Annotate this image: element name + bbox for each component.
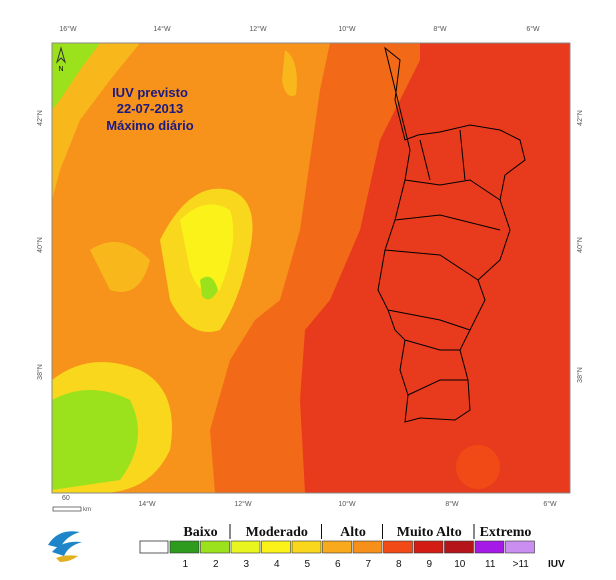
legend-group-label: Muito Alto xyxy=(397,525,462,540)
left-axis-label: 42°N xyxy=(36,110,44,126)
legend-swatch xyxy=(505,540,535,554)
legend-swatch xyxy=(444,540,474,554)
legend-group-label: Alto xyxy=(340,525,366,540)
top-axis-label: 10°W xyxy=(338,25,356,33)
top-axis-label: 14°W xyxy=(153,25,171,33)
legend-swatch xyxy=(230,540,261,554)
legend-swatch xyxy=(200,540,230,554)
top-axis-label: 12°W xyxy=(249,25,267,33)
bottom-axis-label: 6°W xyxy=(543,500,557,508)
left-axis-label: 40°N xyxy=(36,237,44,253)
bottom-axis-label: 14°W xyxy=(138,500,156,508)
legend-swatch xyxy=(291,540,322,554)
legend-class-label: 9 xyxy=(426,559,432,570)
map-frame xyxy=(51,42,571,494)
legend: 1 2 3 4 5 6 7 8 9 10 11 >11 Baixo Moderado Alto Muito A… xyxy=(169,524,565,570)
legend-group-label: Baixo xyxy=(183,525,217,540)
legend-class-label: >11 xyxy=(513,559,530,570)
right-axis-label: 42°N xyxy=(576,110,584,126)
legend-class-label: 10 xyxy=(454,559,466,570)
legend-class-label: 6 xyxy=(335,559,341,570)
scale-unit: km xyxy=(83,507,91,513)
top-axis-label: 16°W xyxy=(59,25,77,33)
legend-swatch xyxy=(169,540,200,554)
title-line: 22-07-2013 xyxy=(117,101,184,116)
legend-class-label: 3 xyxy=(243,559,249,570)
portugal-districts xyxy=(377,46,526,423)
legend-class-label: 2 xyxy=(213,559,219,570)
title-line: Máximo diário xyxy=(106,118,193,133)
legend-swatch xyxy=(474,540,505,554)
north-label: N xyxy=(58,66,63,73)
right-axis-label: 38°N xyxy=(576,367,584,383)
legend-class-label: 5 xyxy=(304,559,310,570)
legend-group-label: Extremo xyxy=(480,525,532,540)
north-arrow xyxy=(55,46,67,64)
uv-field xyxy=(52,43,570,493)
right-axis-label: 40°N xyxy=(576,237,584,253)
ipma-logo xyxy=(48,525,84,562)
legend-class-label: 8 xyxy=(396,559,402,570)
scale-bar xyxy=(52,506,82,512)
bottom-axis-label: 12°W xyxy=(234,500,252,508)
bottom-axis-label: 8°W xyxy=(445,500,459,508)
legend-swatch xyxy=(413,540,444,554)
top-axis-label: 8°W xyxy=(433,25,447,33)
scale-value: 60 xyxy=(62,495,70,502)
legend-class-label: 7 xyxy=(365,559,371,570)
title-line: IUV previsto xyxy=(112,85,188,100)
legend-class-label: 4 xyxy=(274,559,280,570)
legend-class-label: 11 xyxy=(485,559,496,570)
legend-group-label: Moderado xyxy=(246,525,308,540)
top-axis-label: 6°W xyxy=(526,25,540,33)
left-axis-label: 38°N xyxy=(36,364,44,380)
legend-unit: IUV xyxy=(548,559,565,570)
legend-swatch-blank xyxy=(139,540,169,554)
legend-swatch xyxy=(261,540,291,554)
legend-swatch xyxy=(352,540,383,554)
legend-swatch xyxy=(322,540,352,554)
legend-swatch xyxy=(383,540,413,554)
bottom-axis-label: 10°W xyxy=(338,500,356,508)
legend-class-label: 1 xyxy=(182,559,188,570)
